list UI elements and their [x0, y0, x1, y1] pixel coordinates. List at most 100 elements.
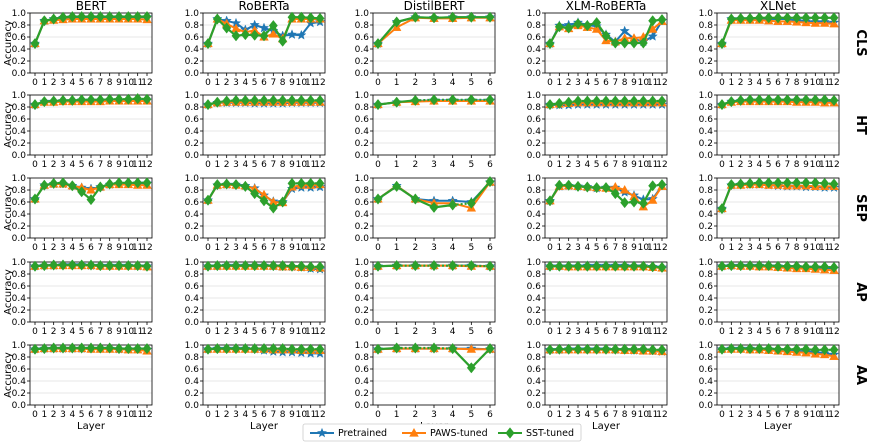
x-tick-label: 5 — [468, 243, 474, 253]
x-tick-label: 4 — [584, 78, 590, 88]
x-tick-label: 3 — [60, 78, 66, 88]
y-tick-label: 0.2 — [355, 57, 369, 67]
y-tick-label: 0.8 — [185, 103, 200, 113]
series-sst-tuned — [203, 177, 325, 214]
y-tick-label: 1.0 — [12, 9, 27, 19]
y-tick-label: 0.8 — [527, 270, 542, 280]
data-point-sst-tuned — [231, 260, 241, 272]
data-point-paws-tuned — [619, 184, 630, 194]
x-tick-label: 5 — [252, 243, 258, 253]
y-tick-label: 0.6 — [355, 198, 370, 208]
data-point-sst-tuned — [620, 95, 630, 107]
x-tick-label: 6 — [261, 243, 267, 253]
data-point-sst-tuned — [773, 260, 783, 272]
y-tick-label: 0.2 — [699, 139, 713, 149]
y-tick-label: 0.4 — [12, 294, 27, 304]
x-tick-label: 10 — [810, 327, 822, 337]
x-tick-label: 9 — [631, 327, 637, 337]
x-tick-label: 7 — [97, 160, 103, 170]
y-tick-label: 0.8 — [699, 21, 714, 31]
y-tick-label: 1.0 — [355, 258, 370, 268]
x-tick-label: 0 — [375, 78, 381, 88]
x-tick-label: 9 — [631, 78, 637, 88]
data-point-sst-tuned — [142, 177, 152, 189]
data-point-sst-tuned — [222, 343, 232, 355]
y-tick-label: 0.6 — [699, 115, 714, 125]
y-tick-label: 0.0 — [527, 234, 542, 244]
data-point-sst-tuned — [259, 94, 269, 106]
data-point-sst-tuned — [648, 261, 658, 273]
data-point-sst-tuned — [629, 343, 639, 355]
data-point-sst-tuned — [86, 194, 96, 206]
x-tick-label: 8 — [107, 78, 113, 88]
x-tick-label: 7 — [784, 243, 790, 253]
data-point-sst-tuned — [250, 260, 260, 272]
data-point-sst-tuned — [736, 260, 746, 272]
y-tick-label: 1.0 — [12, 258, 27, 268]
data-point-sst-tuned — [801, 177, 811, 189]
x-tick-label: 7 — [784, 327, 790, 337]
data-point-sst-tuned — [222, 178, 232, 190]
y-axis-label: Accuracy — [3, 102, 14, 148]
x-tick-label: 12 — [656, 327, 667, 337]
data-point-sst-tuned — [582, 20, 592, 32]
x-tick-label: 2 — [412, 410, 418, 420]
y-tick-label: 1.0 — [699, 174, 714, 184]
series-sst-tuned — [30, 177, 152, 206]
x-tick-label: 5 — [79, 243, 85, 253]
x-tick-label: 1 — [394, 327, 400, 337]
data-point-sst-tuned — [764, 177, 774, 189]
x-tick-label: 3 — [60, 410, 66, 420]
x-tick-label: 2 — [224, 78, 230, 88]
data-point-sst-tuned — [545, 38, 555, 50]
y-tick-label: 0.6 — [12, 282, 27, 292]
x-tick-label: 2 — [412, 243, 418, 253]
data-point-sst-tuned — [373, 38, 383, 50]
data-point-sst-tuned — [268, 202, 278, 214]
data-point-sst-tuned — [39, 96, 49, 108]
data-point-sst-tuned — [466, 362, 476, 374]
data-point-sst-tuned — [792, 343, 802, 355]
x-tick-label: 7 — [97, 327, 103, 337]
x-tick-label: 4 — [584, 160, 590, 170]
data-point-sst-tuned — [736, 343, 746, 355]
y-tick-label: 0.4 — [185, 127, 200, 137]
data-point-sst-tuned — [466, 11, 476, 23]
data-point-sst-tuned — [250, 94, 260, 106]
data-point-paws-tuned — [466, 344, 477, 353]
y-tick-label: 0.2 — [355, 222, 369, 232]
data-point-sst-tuned — [592, 343, 602, 355]
data-point-sst-tuned — [410, 11, 420, 23]
y-tick-label: 0.8 — [12, 103, 27, 113]
x-tick-label: 6 — [261, 78, 267, 88]
y-tick-label: 0.2 — [355, 389, 369, 399]
x-tick-label: 11 — [819, 410, 830, 420]
data-point-sst-tuned — [58, 94, 68, 106]
data-point-sst-tuned — [240, 180, 250, 192]
x-tick-label: 1 — [556, 243, 562, 253]
data-point-sst-tuned — [638, 197, 648, 209]
x-tick-label: 10 — [296, 410, 308, 420]
data-point-sst-tuned — [448, 11, 458, 23]
x-axis-label: Layer — [764, 421, 793, 432]
x-tick-label: 2 — [412, 78, 418, 88]
x-tick-label: 12 — [828, 327, 839, 337]
data-point-sst-tuned — [231, 343, 241, 355]
x-tick-label: 4 — [450, 78, 456, 88]
data-point-sst-tuned — [287, 94, 297, 106]
x-tick-label: 5 — [594, 327, 600, 337]
x-tick-label: 10 — [123, 160, 135, 170]
data-point-sst-tuned — [373, 343, 383, 355]
data-point-sst-tuned — [601, 260, 611, 272]
data-point-sst-tuned — [773, 177, 783, 189]
data-point-sst-tuned — [829, 344, 839, 356]
x-tick-label: 1 — [556, 327, 562, 337]
x-tick-label: 1 — [214, 327, 220, 337]
x-tick-label: 0 — [547, 160, 553, 170]
x-axis-label: Layer — [592, 421, 621, 432]
x-tick-label: 7 — [784, 160, 790, 170]
y-tick-label: 0.8 — [12, 21, 27, 31]
legend-marker-paws-tuned — [409, 428, 419, 437]
data-point-sst-tuned — [123, 93, 133, 105]
